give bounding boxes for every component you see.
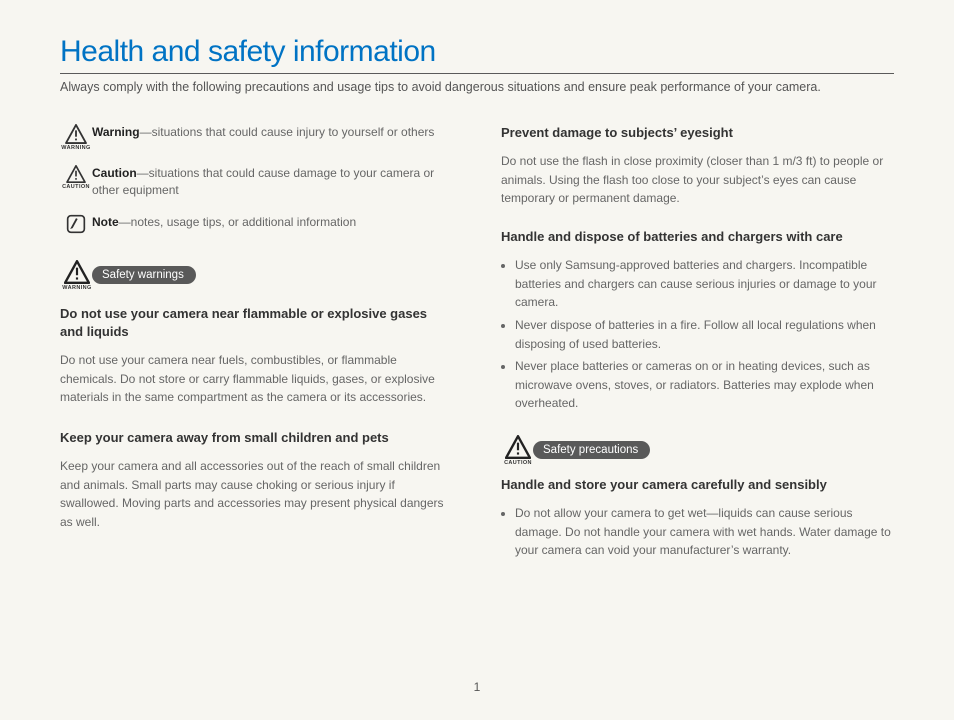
note-icon [66, 214, 86, 234]
title-divider [60, 73, 894, 74]
list-item: Do not allow your camera to get wet—liqu… [515, 504, 894, 560]
safety-precautions-header: CAUTION Safety precautions [501, 435, 894, 466]
legend-caution: CAUTION Caution—situations that could ca… [60, 165, 453, 200]
caution-icon [505, 435, 531, 459]
intro-text: Always comply with the following precaut… [60, 80, 894, 94]
list-item: Use only Samsung-approved batteries and … [515, 256, 894, 312]
bullet-list: Use only Samsung-approved batteries and … [501, 256, 894, 413]
legend-warning-text: Warning—situations that could cause inju… [92, 124, 434, 141]
legend-warning: WARNING Warning—situations that could ca… [60, 124, 453, 151]
list-item: Never dispose of batteries in a fire. Fo… [515, 316, 894, 353]
caution-icon-label: CAUTION [62, 184, 90, 190]
section-heading: Keep your camera away from small childre… [60, 429, 453, 447]
section-heading: Handle and store your camera carefully a… [501, 476, 894, 494]
body-text: Do not use your camera near fuels, combu… [60, 351, 453, 407]
safety-warnings-pill: Safety warnings [92, 266, 196, 284]
section-heading: Prevent damage to subjects’ eyesight [501, 124, 894, 142]
warning-icon [65, 124, 87, 144]
columns: WARNING Warning—situations that could ca… [60, 124, 894, 582]
warning-icon-label: WARNING [62, 285, 91, 291]
section-heading: Do not use your camera near flammable or… [60, 305, 453, 341]
legend-note: Note—notes, usage tips, or additional in… [60, 214, 453, 234]
warning-icon-label: WARNING [61, 145, 90, 151]
section-heading: Handle and dispose of batteries and char… [501, 228, 894, 246]
body-text: Keep your camera and all accessories out… [60, 457, 453, 531]
left-column: WARNING Warning—situations that could ca… [60, 124, 453, 582]
body-text: Do not use the flash in close proximity … [501, 152, 894, 208]
page: Health and safety information Always com… [0, 0, 954, 582]
safety-warnings-header: WARNING Safety warnings [60, 260, 453, 291]
list-item: Never place batteries or cameras on or i… [515, 357, 894, 413]
caution-icon-label: CAUTION [504, 460, 532, 466]
bullet-list: Do not allow your camera to get wet—liqu… [501, 504, 894, 560]
legend-note-text: Note—notes, usage tips, or additional in… [92, 214, 356, 231]
safety-precautions-pill: Safety precautions [533, 441, 650, 459]
page-number: 1 [0, 680, 954, 694]
legend-caution-text: Caution—situations that could cause dama… [92, 165, 453, 200]
page-title: Health and safety information [60, 35, 894, 69]
caution-icon [66, 165, 86, 183]
warning-icon [64, 260, 90, 284]
right-column: Prevent damage to subjects’ eyesight Do … [501, 124, 894, 582]
